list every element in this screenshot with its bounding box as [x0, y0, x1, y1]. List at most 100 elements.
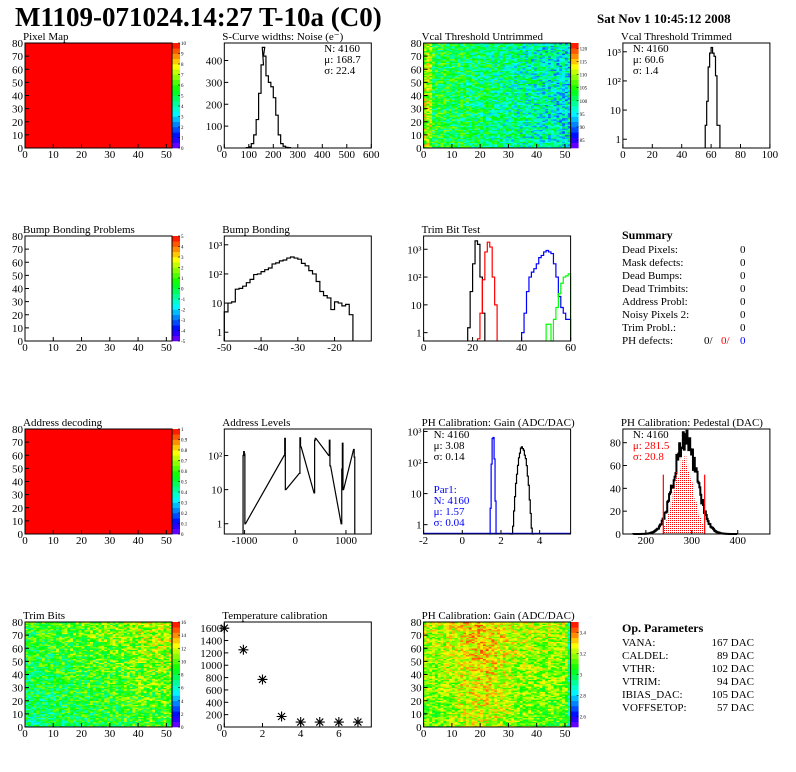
heatmap-cell — [474, 134, 478, 137]
heatmap-cell — [559, 140, 563, 142]
heatmap-cell — [502, 81, 506, 83]
heatmap-cell — [460, 79, 464, 82]
heatmap-cell — [502, 109, 506, 112]
heatmap-cell — [466, 133, 470, 136]
heatmap-cell — [528, 141, 532, 144]
heatmap-cell — [519, 99, 523, 102]
heatmap-cell — [531, 95, 535, 98]
colorbar-segment — [172, 450, 180, 456]
heatmap-cell — [499, 49, 504, 52]
heatmap-cell — [474, 94, 478, 96]
heatmap-cell — [454, 130, 458, 133]
heatmap-cell — [426, 106, 430, 108]
heatmap-cell — [437, 64, 441, 66]
heatmap-cell — [451, 137, 455, 140]
heatmap-cell — [533, 53, 537, 56]
heatmap-cell — [511, 60, 515, 62]
heatmap-cell — [502, 140, 506, 142]
heatmap-cell — [466, 44, 470, 46]
y-tick-label: 50 — [12, 463, 24, 475]
heatmap-cell — [533, 92, 537, 95]
heatmap-cell — [426, 75, 430, 78]
colorbar-tick-label: 0.2 — [181, 512, 188, 517]
heatmap-cell — [539, 57, 543, 60]
heatmap-cell — [474, 146, 478, 149]
heatmap-cell — [480, 138, 484, 141]
heatmap-cell — [474, 73, 478, 75]
heatmap-cell — [539, 128, 543, 130]
heatmap-cell — [485, 141, 489, 144]
heatmap-cell — [429, 81, 433, 83]
heatmap-cell — [485, 62, 489, 65]
heatmap-cell — [432, 119, 436, 121]
heatmap-cell — [434, 130, 439, 133]
heatmap-cell — [528, 65, 532, 67]
heatmap-cell — [516, 100, 521, 103]
heatmap-cell — [480, 44, 484, 46]
heatmap-cell — [491, 124, 495, 126]
heatmap-cell — [556, 106, 560, 108]
heatmap-cell — [547, 127, 552, 129]
heatmap-cell — [454, 65, 458, 67]
heatmap-cell — [485, 75, 489, 78]
heatmap-cell — [429, 86, 433, 88]
heatmap-cell — [482, 67, 487, 70]
heatmap-cell — [485, 144, 489, 146]
heatmap-cell — [423, 115, 427, 117]
heatmap-cell — [449, 111, 453, 113]
heatmap-cell — [531, 64, 535, 66]
heatmap-cell — [482, 141, 487, 144]
heatmap-cell — [466, 54, 470, 57]
heatmap-cell — [468, 98, 472, 100]
stats-line: N: 4160 — [324, 43, 360, 55]
heatmap-cell — [443, 107, 447, 109]
heatmap-cell — [446, 130, 450, 133]
heatmap-cell — [494, 65, 498, 67]
heatmap-cell — [482, 102, 487, 104]
heatmap-cell — [533, 132, 537, 134]
heatmap-cell — [440, 53, 444, 56]
heatmap-cell — [440, 141, 444, 144]
heatmap-cell — [434, 53, 439, 56]
heatmap-cell — [525, 130, 529, 133]
heatmap-cell — [550, 78, 554, 81]
heatmap-cell — [553, 85, 557, 87]
heatmap-cell — [434, 117, 439, 120]
heatmap-cell — [463, 86, 467, 88]
heatmap-cell — [531, 117, 535, 120]
colorbar-segment — [172, 106, 180, 112]
heatmap-cell — [449, 123, 453, 125]
histogram-series — [245, 46, 292, 149]
heatmap-cell — [547, 119, 552, 121]
heatmap-cell — [437, 56, 441, 58]
heatmap-cell — [434, 46, 439, 49]
y-tick-label: 60 — [610, 461, 622, 473]
heatmap-cell — [429, 75, 433, 78]
heatmap-cell — [485, 104, 489, 107]
heatmap-cell — [531, 127, 535, 129]
colorbar-segment — [570, 90, 579, 96]
heatmap-cell — [429, 141, 433, 144]
heatmap-cell — [497, 109, 501, 112]
heatmap-cell — [516, 129, 521, 132]
heatmap-cell — [446, 58, 450, 61]
heatmap-cell — [542, 95, 546, 98]
heatmap-cell — [434, 91, 439, 94]
heatmap-cell — [480, 92, 484, 95]
heatmap-cell — [505, 141, 509, 144]
heatmap-cell — [449, 86, 453, 88]
heatmap-cell — [514, 78, 518, 81]
heatmap-cell — [553, 119, 557, 121]
heatmap-cell — [542, 134, 546, 137]
heatmap-cell — [547, 46, 552, 49]
heatmap-cell — [488, 96, 492, 99]
heatmap-cell — [432, 99, 436, 102]
heatmap-cell — [471, 71, 475, 74]
heatmap-cell — [440, 109, 444, 112]
heatmap-cell — [516, 111, 521, 113]
heatmap-cell — [519, 77, 523, 79]
heatmap-cell — [536, 115, 540, 117]
heatmap-cell — [536, 137, 540, 140]
heatmap-cell — [516, 123, 521, 125]
heatmap-cell — [533, 73, 537, 75]
